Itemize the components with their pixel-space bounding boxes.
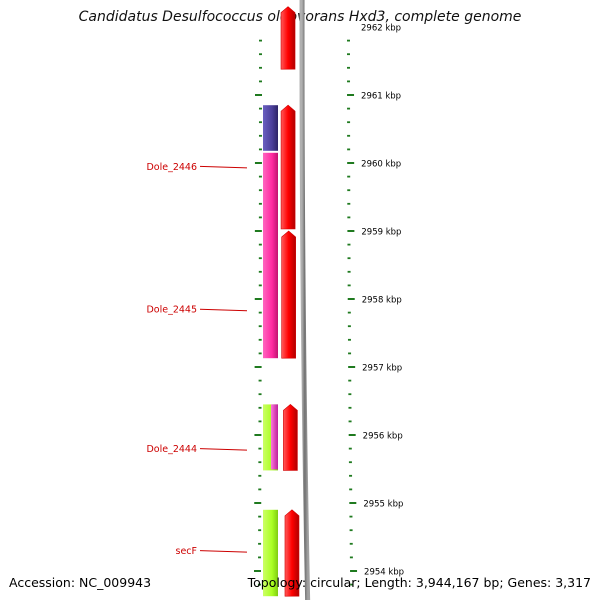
- gene-block[interactable]: [271, 404, 278, 470]
- scale-label: 2957 kbp: [362, 364, 402, 374]
- scale-label: 2955 kbp: [363, 500, 403, 510]
- scale-label: 2962 kbp: [361, 24, 401, 34]
- scale-label: 2954 kbp: [364, 568, 404, 578]
- forward-gene-arrow[interactable]: [281, 230, 296, 359]
- gene-label-leader: [199, 448, 248, 451]
- topology-label: Topology: circular; Length: 3,944,167 bp…: [247, 575, 591, 590]
- gene-label-leader: [199, 550, 248, 553]
- scale-label: 2956 kbp: [363, 432, 403, 442]
- gene-block[interactable]: [263, 105, 278, 151]
- gene-block[interactable]: [263, 152, 278, 359]
- gene-label[interactable]: Dole_2444: [146, 444, 197, 455]
- accession-label: Accession: NC_009943: [9, 575, 152, 590]
- scale-label: 2961 kbp: [361, 92, 401, 102]
- gene-block[interactable]: [263, 509, 278, 597]
- forward-gene-arrow[interactable]: [280, 6, 296, 70]
- gene-label[interactable]: secF: [176, 546, 197, 557]
- forward-gene-arrow[interactable]: [283, 404, 298, 471]
- genome-backbone: [299, 0, 311, 600]
- forward-gene-arrow[interactable]: [284, 509, 300, 597]
- gene-label[interactable]: Dole_2446: [146, 162, 197, 173]
- scale-label: 2960 kbp: [361, 160, 401, 170]
- scale-label: 2958 kbp: [362, 296, 402, 306]
- gene-label[interactable]: Dole_2445: [146, 305, 197, 316]
- forward-gene-arrow[interactable]: [280, 104, 296, 230]
- gene-label-leader: [199, 308, 248, 312]
- gene-label-leader: [199, 165, 248, 169]
- scale-label: 2959 kbp: [361, 228, 401, 238]
